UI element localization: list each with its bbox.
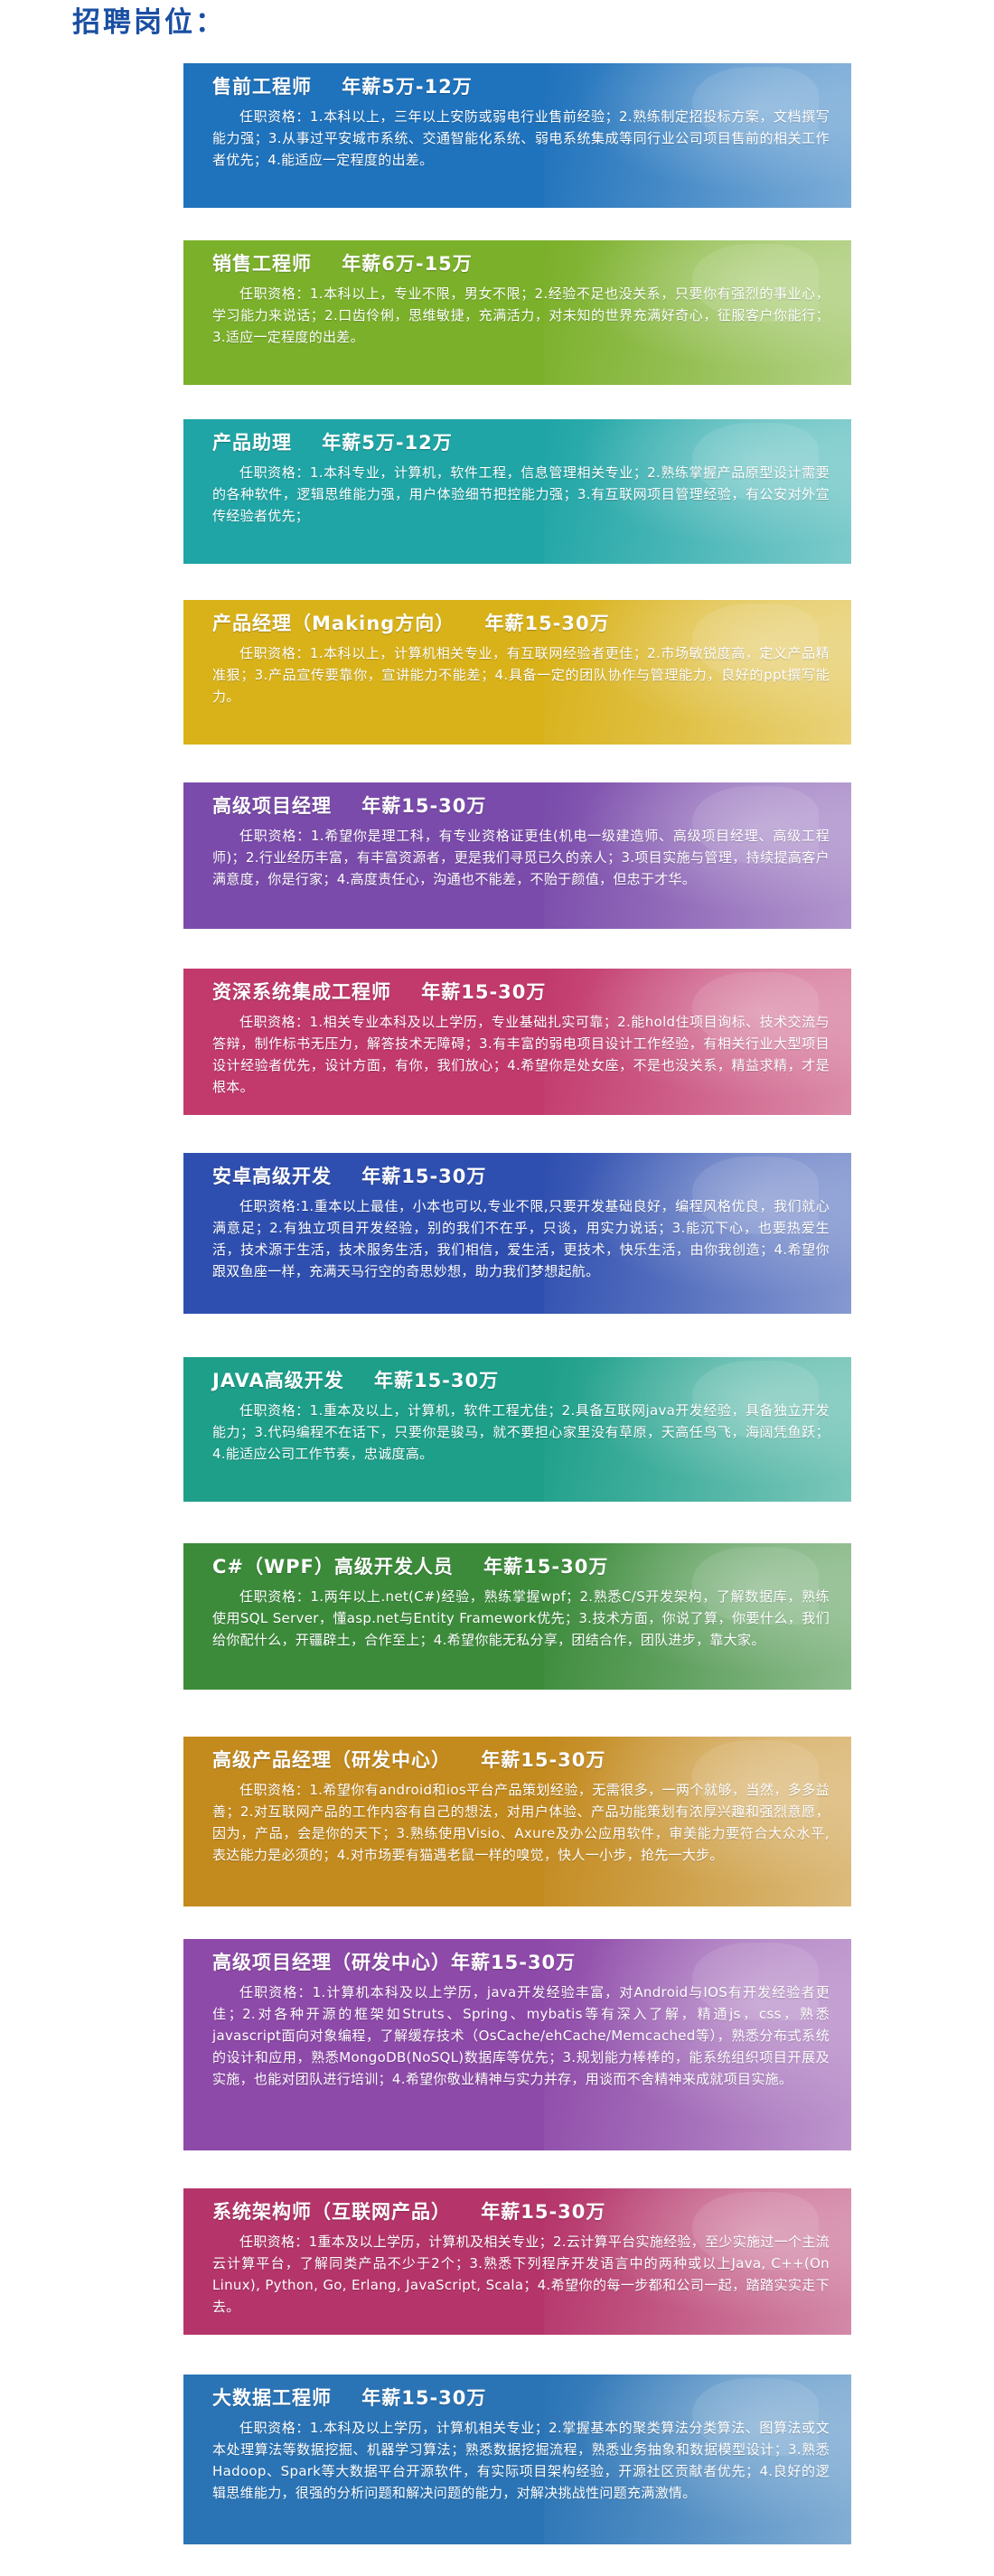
job-title: 大数据工程师 年薪15-30万 (212, 2387, 487, 2409)
job-requirements: 任职资格：1重本及以上学历，计算机及相关专业；2.云计算平台实施经验，至少实施过… (212, 2234, 830, 2315)
job-card-senior-project-manager-rd: 高级项目经理（研发中心）年薪15-30万 任职资格：1.计算机本科及以上学历，j… (183, 1939, 851, 2150)
job-requirements: 任职资格：1.希望你有android和ios平台产品策划经验，无需很多，一两个就… (212, 1782, 830, 1863)
page-heading: 招聘岗位： (72, 6, 226, 39)
job-requirements: 任职资格：1.计算机本科及以上学历，java开发经验丰富，对Android与IO… (212, 1984, 830, 2087)
job-title: 销售工程师 年薪6万-15万 (212, 253, 473, 275)
job-requirements: 任职资格：1.本科以上，专业不限，男女不限；2.经验不足也没关系，只要你有强烈的… (212, 286, 830, 345)
job-title: 售前工程师 年薪5万-12万 (212, 76, 473, 98)
job-card-java-developer: JAVA高级开发 年薪15-30万 任职资格：1.重本及以上，计算机，软件工程尤… (183, 1357, 851, 1502)
job-card-sales-engineer: 销售工程师 年薪6万-15万 任职资格：1.本科以上，专业不限，男女不限；2.经… (183, 240, 851, 385)
job-title: 高级项目经理（研发中心）年薪15-30万 (212, 1952, 577, 1973)
job-title: 资深系统集成工程师 年薪15-30万 (212, 981, 547, 1003)
job-card-product-assistant: 产品助理 年薪5万-12万 任职资格：1.本科专业，计算机，软件工程，信息管理相… (183, 419, 851, 564)
job-title: 产品助理 年薪5万-12万 (212, 432, 453, 454)
job-card-big-data-engineer: 大数据工程师 年薪15-30万 任职资格：1.本科及以上学历，计算机相关专业；2… (183, 2375, 851, 2544)
job-card-senior-product-manager-rd: 高级产品经理（研发中心） 年薪15-30万 任职资格：1.希望你有android… (183, 1737, 851, 1906)
job-card-csharp-wpf-developer: C#（WPF）高级开发人员 年薪15-30万 任职资格：1.两年以上.net(C… (183, 1543, 851, 1690)
job-title: 系统架构师（互联网产品） 年薪15-30万 (212, 2201, 606, 2223)
job-title: JAVA高级开发 年薪15-30万 (212, 1370, 500, 1391)
job-card-presales-engineer: 售前工程师 年薪5万-12万 任职资格：1.本科以上，三年以上安防或弱电行业售前… (183, 63, 851, 208)
job-requirements: 任职资格：1.本科专业，计算机，软件工程，信息管理相关专业；2.熟练掌握产品原型… (212, 464, 830, 524)
job-requirements: 任职资格:1.重本以上最佳，小本也可以,专业不限,只要开发基础良好，编程风格优良… (212, 1198, 830, 1279)
job-requirements: 任职资格：1.两年以上.net(C#)经验，熟练掌握wpf；2.熟悉C/S开发架… (212, 1588, 830, 1648)
job-requirements: 任职资格：1.本科及以上学历，计算机相关专业；2.掌握基本的聚类算法分类算法、图… (212, 2420, 830, 2501)
job-card-system-architect: 系统架构师（互联网产品） 年薪15-30万 任职资格：1重本及以上学历，计算机及… (183, 2188, 851, 2335)
job-requirements: 任职资格：1.本科以上，三年以上安防或弱电行业售前经验；2.熟练制定招投标方案，… (212, 108, 830, 168)
job-title: 高级产品经理（研发中心） 年薪15-30万 (212, 1749, 606, 1771)
job-title: 高级项目经理 年薪15-30万 (212, 795, 487, 817)
job-requirements: 任职资格：1.希望你是理工科，有专业资格证更佳(机电一级建造师、高级项目经理、高… (212, 828, 830, 887)
job-title: 安卓高级开发 年薪15-30万 (212, 1166, 487, 1187)
job-requirements: 任职资格：1.相关专业本科及以上学历，专业基础扎实可靠；2.能hold住项目询标… (212, 1014, 830, 1095)
job-card-system-integration-engineer: 资深系统集成工程师 年薪15-30万 任职资格：1.相关专业本科及以上学历，专业… (183, 969, 851, 1115)
job-card-product-manager-making: 产品经理（Making方向） 年薪15-30万 任职资格：1.本科以上，计算机相… (183, 600, 851, 745)
job-title: 产品经理（Making方向） 年薪15-30万 (212, 613, 610, 634)
job-requirements: 任职资格：1.本科以上，计算机相关专业，有互联网经验者更佳；2.市场敏锐度高，定… (212, 645, 830, 705)
job-card-senior-project-manager: 高级项目经理 年薪15-30万 任职资格：1.希望你是理工科，有专业资格证更佳(… (183, 782, 851, 929)
job-card-android-developer: 安卓高级开发 年薪15-30万 任职资格:1.重本以上最佳，小本也可以,专业不限… (183, 1153, 851, 1314)
job-requirements: 任职资格：1.重本及以上，计算机，软件工程尤佳；2.具备互联网java开发经验，… (212, 1402, 830, 1462)
job-title: C#（WPF）高级开发人员 年薪15-30万 (212, 1556, 609, 1578)
